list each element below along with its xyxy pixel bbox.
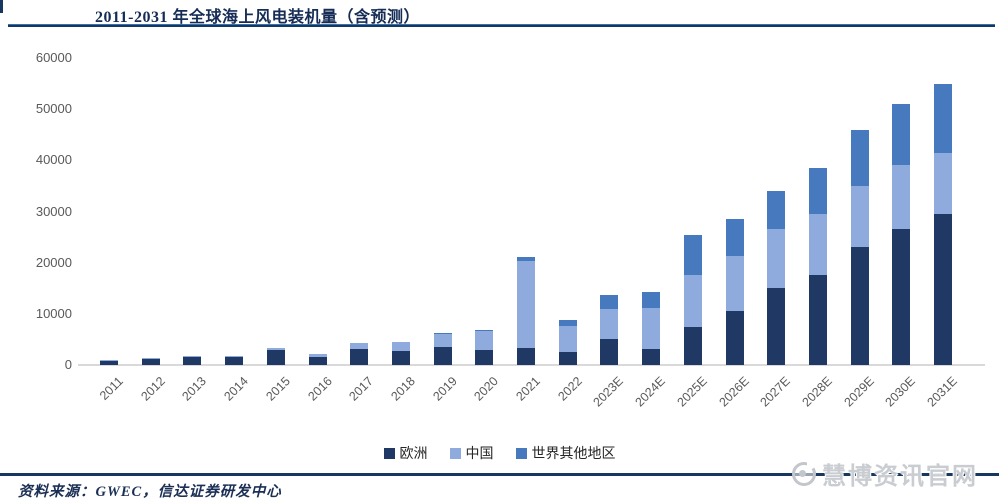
chart-title: 2011-2031 年全球海上风电装机量（含预测）: [95, 9, 420, 26]
bar-2021-rest-of-world: [517, 257, 535, 262]
bar-2021-europe: [517, 348, 535, 365]
bar-2023E-europe: [600, 339, 619, 365]
bar-2030E-europe: [892, 229, 911, 365]
bar-2011-europe: [100, 360, 118, 365]
bar-2020-china: [475, 330, 494, 351]
watermark-text: 慧博资讯官网: [822, 463, 978, 490]
y-tick-label-0: 0: [64, 357, 72, 372]
bar-2014-europe: [225, 357, 244, 365]
bar-2013-china: [183, 355, 202, 357]
bar-2020-europe: [475, 350, 494, 365]
bar-2031E-china: [934, 152, 952, 215]
bar-2030E-china: [892, 165, 911, 230]
legend-swatch-china: [449, 447, 461, 459]
bar-2031E-rest-of-world: [934, 83, 952, 153]
bar-2027E-china: [767, 229, 786, 289]
corner-tick-mark: [0, 0, 3, 13]
bar-2026E-china: [725, 256, 744, 312]
bar-2023E-rest-of-world: [600, 295, 619, 309]
legend-swatch-rest-of-world: [515, 447, 527, 459]
bar-2020-rest-of-world: [475, 329, 494, 331]
bar-2021-china: [517, 261, 535, 349]
bar-2024E-china: [642, 308, 661, 350]
huibo-logo-icon: [792, 460, 816, 486]
bar-2028E-china: [808, 214, 827, 276]
legend-label-china: 中国: [465, 445, 494, 461]
y-tick-label-40000: 40000: [35, 152, 72, 168]
y-tick-label-50000: 50000: [35, 101, 72, 117]
bar-2024E-rest-of-world: [642, 291, 661, 309]
site-watermark: 慧博资讯官网: [792, 456, 978, 491]
legend-item-china: 中国: [449, 443, 494, 463]
bar-2029E-europe: [850, 247, 869, 365]
legend-item-europe: 欧洲: [383, 443, 428, 463]
bar-2016-china: [308, 353, 327, 357]
bar-2025E-rest-of-world: [683, 234, 702, 276]
bar-2027E-europe: [767, 288, 786, 365]
y-tick-label-60000: 60000: [35, 50, 72, 65]
bar-2022-rest-of-world: [558, 319, 577, 327]
bar-2029E-china: [850, 185, 869, 248]
bar-2028E-rest-of-world: [808, 168, 827, 215]
bar-2013-europe: [183, 356, 202, 365]
bar-2018-china: [391, 341, 410, 352]
footer-divider-rule: [0, 473, 999, 476]
bar-2019-rest-of-world: [433, 332, 452, 334]
title-underline-rule: [8, 24, 995, 27]
y-tick-label-30000: 30000: [35, 203, 72, 219]
data-source-note: 资料来源：GWEC，信达证券研发中心: [18, 484, 282, 500]
bar-2025E-europe: [683, 326, 702, 365]
legend-label-europe: 欧洲: [399, 445, 428, 461]
bar-2014-china: [225, 356, 244, 358]
bar-2023E-china: [600, 308, 619, 340]
y-tick-label-10000: 10000: [35, 305, 72, 321]
bar-2029E-rest-of-world: [850, 129, 869, 186]
bar-2031E-europe: [934, 214, 952, 365]
bar-2022-europe: [558, 352, 577, 365]
bar-2017-china: [350, 342, 369, 350]
bar-2019-europe: [433, 346, 452, 365]
legend-label-rest-of-world: 世界其他地区: [531, 445, 616, 461]
bar-2027E-rest-of-world: [767, 191, 786, 230]
bar-2024E-europe: [642, 349, 661, 365]
bar-2015-china: [266, 347, 285, 350]
bar-2017-europe: [350, 349, 369, 365]
bar-2015-europe: [266, 349, 285, 365]
bar-2030E-rest-of-world: [892, 104, 911, 166]
bar-2022-china: [558, 326, 577, 353]
bar-2018-europe: [391, 351, 410, 365]
bar-2026E-europe: [725, 311, 744, 365]
legend-swatch-europe: [383, 447, 395, 459]
bar-2025E-china: [683, 275, 702, 327]
x-axis-baseline: [78, 364, 985, 366]
bar-2011-china: [100, 359, 118, 361]
legend-item-rest-of-world: 世界其他地区: [515, 443, 616, 463]
bar-2026E-rest-of-world: [725, 219, 744, 256]
y-tick-label-20000: 20000: [35, 254, 72, 270]
chart-legend: 欧洲 中国 世界其他地区: [0, 443, 999, 463]
bar-2012-china: [141, 358, 160, 359]
bar-2012-europe: [141, 358, 160, 365]
bar-2016-europe: [308, 356, 327, 365]
bar-2019-china: [433, 333, 452, 347]
bar-2028E-europe: [808, 275, 827, 365]
